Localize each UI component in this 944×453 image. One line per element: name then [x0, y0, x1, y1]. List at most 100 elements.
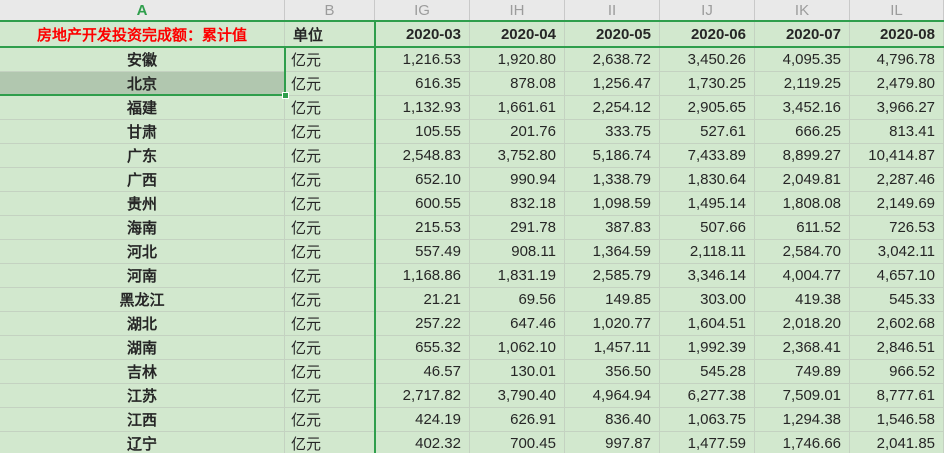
cell-value[interactable]: 616.35	[375, 72, 470, 96]
cell-unit[interactable]: 亿元	[285, 336, 375, 360]
cell-value[interactable]: 3,452.16	[755, 96, 850, 120]
cell-unit[interactable]: 亿元	[285, 168, 375, 192]
cell-value[interactable]: 626.91	[470, 408, 565, 432]
cell-value[interactable]: 2,584.70	[755, 240, 850, 264]
cell-unit[interactable]: 亿元	[285, 144, 375, 168]
cell-value[interactable]: 2,905.65	[660, 96, 755, 120]
cell-value[interactable]: 1,338.79	[565, 168, 660, 192]
cell-value[interactable]: 4,095.35	[755, 48, 850, 72]
cell-value[interactable]: 726.53	[850, 216, 944, 240]
cell-value[interactable]: 2,149.69	[850, 192, 944, 216]
cell-value[interactable]: 333.75	[565, 120, 660, 144]
cell-province[interactable]: 河南	[0, 264, 285, 288]
cell-value[interactable]: 507.66	[660, 216, 755, 240]
cell-province[interactable]: 海南	[0, 216, 285, 240]
cell-value[interactable]: 1,216.53	[375, 48, 470, 72]
cell-value[interactable]: 647.46	[470, 312, 565, 336]
cell-value[interactable]: 149.85	[565, 288, 660, 312]
cell-value[interactable]: 1,477.59	[660, 432, 755, 453]
cell-value[interactable]: 2,479.80	[850, 72, 944, 96]
cell-value[interactable]: 215.53	[375, 216, 470, 240]
cell-value[interactable]: 2,638.72	[565, 48, 660, 72]
cell-value[interactable]: 387.83	[565, 216, 660, 240]
cell-unit[interactable]: 亿元	[285, 432, 375, 453]
cell-value[interactable]: 4,657.10	[850, 264, 944, 288]
cell-value[interactable]: 7,509.01	[755, 384, 850, 408]
cell-value[interactable]: 813.41	[850, 120, 944, 144]
cell-value[interactable]: 1,808.08	[755, 192, 850, 216]
cell-value[interactable]: 2,118.11	[660, 240, 755, 264]
cell-value[interactable]: 419.38	[755, 288, 850, 312]
cell-value[interactable]: 1,831.19	[470, 264, 565, 288]
cell-value[interactable]: 611.52	[755, 216, 850, 240]
cell-value[interactable]: 1,495.14	[660, 192, 755, 216]
cell-value[interactable]: 655.32	[375, 336, 470, 360]
cell-unit[interactable]: 亿元	[285, 408, 375, 432]
cell-value[interactable]: 10,414.87	[850, 144, 944, 168]
cell-province[interactable]: 江苏	[0, 384, 285, 408]
cell-value[interactable]: 3,042.11	[850, 240, 944, 264]
cell-value[interactable]: 201.76	[470, 120, 565, 144]
cell-unit[interactable]: 亿元	[285, 384, 375, 408]
cell-value[interactable]: 1,294.38	[755, 408, 850, 432]
cell-value[interactable]: 1,992.39	[660, 336, 755, 360]
unit-header-cell[interactable]: 单位	[285, 22, 375, 46]
cell-value[interactable]: 3,966.27	[850, 96, 944, 120]
cell-value[interactable]: 1,546.58	[850, 408, 944, 432]
cell-value[interactable]: 21.21	[375, 288, 470, 312]
cell-unit[interactable]: 亿元	[285, 72, 375, 96]
date-header-cell[interactable]: 2020-04	[470, 22, 565, 46]
cell-value[interactable]: 2,602.68	[850, 312, 944, 336]
column-header-il[interactable]: IL	[850, 0, 944, 20]
cell-province[interactable]: 河北	[0, 240, 285, 264]
cell-value[interactable]: 2,846.51	[850, 336, 944, 360]
cell-value[interactable]: 1,920.80	[470, 48, 565, 72]
cell-unit[interactable]: 亿元	[285, 360, 375, 384]
cell-value[interactable]: 2,041.85	[850, 432, 944, 453]
cell-value[interactable]: 6,277.38	[660, 384, 755, 408]
cell-value[interactable]: 2,717.82	[375, 384, 470, 408]
cell-value[interactable]: 2,368.41	[755, 336, 850, 360]
cell-value[interactable]: 1,830.64	[660, 168, 755, 192]
cell-unit[interactable]: 亿元	[285, 216, 375, 240]
cell-value[interactable]: 545.28	[660, 360, 755, 384]
cell-province[interactable]: 甘肃	[0, 120, 285, 144]
cell-value[interactable]: 878.08	[470, 72, 565, 96]
cell-value[interactable]: 1,730.25	[660, 72, 755, 96]
cell-value[interactable]: 1,661.61	[470, 96, 565, 120]
cell-value[interactable]: 3,346.14	[660, 264, 755, 288]
date-header-cell[interactable]: 2020-03	[375, 22, 470, 46]
cell-value[interactable]: 5,186.74	[565, 144, 660, 168]
fill-handle[interactable]	[282, 92, 289, 99]
cell-value[interactable]: 2,548.83	[375, 144, 470, 168]
cell-value[interactable]: 3,752.80	[470, 144, 565, 168]
cell-value[interactable]: 1,364.59	[565, 240, 660, 264]
cell-value[interactable]: 836.40	[565, 408, 660, 432]
cell-value[interactable]: 527.61	[660, 120, 755, 144]
cell-province[interactable]: 安徽	[0, 48, 285, 72]
cell-unit[interactable]: 亿元	[285, 240, 375, 264]
cell-value[interactable]: 356.50	[565, 360, 660, 384]
cell-value[interactable]: 4,964.94	[565, 384, 660, 408]
cell-value[interactable]: 1,020.77	[565, 312, 660, 336]
cell-value[interactable]: 69.56	[470, 288, 565, 312]
cell-unit[interactable]: 亿元	[285, 120, 375, 144]
column-header-ig[interactable]: IG	[375, 0, 470, 20]
date-header-cell[interactable]: 2020-06	[660, 22, 755, 46]
cell-value[interactable]: 303.00	[660, 288, 755, 312]
cell-province[interactable]: 北京	[0, 72, 285, 96]
cell-province[interactable]: 湖北	[0, 312, 285, 336]
cell-value[interactable]: 990.94	[470, 168, 565, 192]
cell-unit[interactable]: 亿元	[285, 192, 375, 216]
cell-unit[interactable]: 亿元	[285, 288, 375, 312]
cell-province[interactable]: 吉林	[0, 360, 285, 384]
cell-value[interactable]: 832.18	[470, 192, 565, 216]
cell-unit[interactable]: 亿元	[285, 48, 375, 72]
date-header-cell[interactable]: 2020-05	[565, 22, 660, 46]
cell-unit[interactable]: 亿元	[285, 264, 375, 288]
cell-value[interactable]: 997.87	[565, 432, 660, 453]
sheet-title-cell[interactable]: 房地产开发投资完成额：累计值	[0, 22, 285, 46]
cell-value[interactable]: 2,585.79	[565, 264, 660, 288]
cell-province[interactable]: 辽宁	[0, 432, 285, 453]
column-header-a[interactable]: A	[0, 0, 285, 20]
